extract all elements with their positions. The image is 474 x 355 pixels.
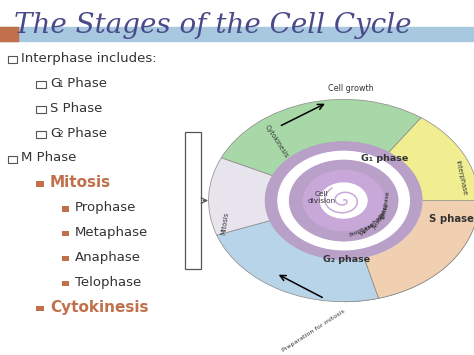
Bar bbox=[8, 56, 17, 63]
Text: 2: 2 bbox=[58, 130, 64, 139]
Circle shape bbox=[320, 183, 367, 218]
Bar bbox=[36, 106, 46, 113]
Text: The Stages of the Cell Cycle: The Stages of the Cell Cycle bbox=[14, 12, 412, 39]
Text: 1: 1 bbox=[58, 80, 64, 89]
Wedge shape bbox=[346, 202, 406, 249]
Text: Interphase: Interphase bbox=[455, 160, 468, 196]
Wedge shape bbox=[344, 118, 474, 302]
Wedge shape bbox=[221, 99, 421, 176]
Circle shape bbox=[303, 170, 384, 231]
Bar bbox=[36, 81, 46, 88]
Bar bbox=[0, 27, 474, 41]
Text: Cell
division: Cell division bbox=[308, 191, 336, 204]
Wedge shape bbox=[345, 203, 387, 257]
Bar bbox=[36, 131, 46, 138]
Text: G₂ phase: G₂ phase bbox=[323, 255, 370, 264]
Text: Prophase: Prophase bbox=[348, 222, 375, 238]
Text: Telophase: Telophase bbox=[381, 191, 391, 221]
Text: Cytokinesis: Cytokinesis bbox=[263, 124, 289, 159]
Text: S phase: S phase bbox=[429, 214, 474, 224]
Text: Anaphase: Anaphase bbox=[75, 251, 141, 264]
Text: Metaphase: Metaphase bbox=[75, 226, 148, 239]
Circle shape bbox=[265, 142, 422, 259]
Text: Telophase: Telophase bbox=[75, 276, 141, 289]
Text: G: G bbox=[50, 77, 60, 90]
Text: Prophase: Prophase bbox=[75, 201, 136, 214]
Wedge shape bbox=[347, 202, 418, 236]
Wedge shape bbox=[278, 151, 410, 250]
Wedge shape bbox=[217, 220, 379, 302]
Text: Phase: Phase bbox=[63, 77, 107, 90]
Bar bbox=[8, 156, 17, 163]
Wedge shape bbox=[347, 201, 422, 219]
Bar bbox=[62, 281, 69, 286]
Text: Metaphase: Metaphase bbox=[359, 211, 387, 237]
Bar bbox=[36, 181, 44, 187]
Text: M Phase: M Phase bbox=[21, 152, 77, 164]
Text: Mitosis: Mitosis bbox=[220, 211, 229, 235]
Text: S Phase: S Phase bbox=[50, 102, 102, 115]
Bar bbox=[62, 206, 69, 212]
Bar bbox=[62, 231, 69, 236]
Bar bbox=[185, 132, 201, 269]
Wedge shape bbox=[364, 201, 474, 298]
Text: G: G bbox=[50, 127, 60, 140]
Bar bbox=[0, 27, 18, 41]
Bar bbox=[36, 306, 44, 311]
Text: Interphase includes:: Interphase includes: bbox=[21, 52, 157, 65]
Text: Phase: Phase bbox=[63, 127, 107, 140]
Text: Preparation for mitosis: Preparation for mitosis bbox=[282, 309, 346, 353]
Text: G₁ phase: G₁ phase bbox=[361, 154, 408, 163]
Wedge shape bbox=[209, 158, 273, 235]
Text: Cytokinesis: Cytokinesis bbox=[50, 300, 148, 315]
Text: Anaphase: Anaphase bbox=[373, 202, 391, 230]
Text: Cell growth: Cell growth bbox=[328, 84, 373, 93]
Text: Mitosis: Mitosis bbox=[50, 175, 111, 190]
Bar bbox=[62, 256, 69, 261]
